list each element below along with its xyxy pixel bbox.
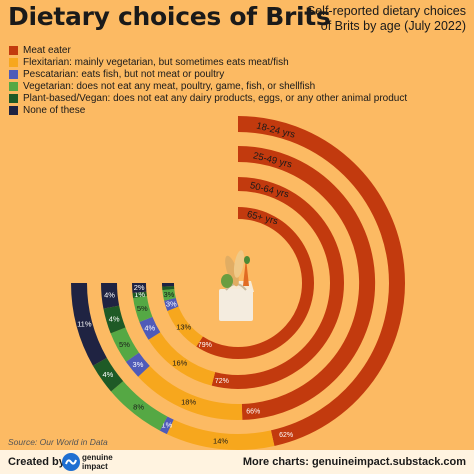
ring-label: 65+ yrs — [246, 209, 279, 227]
ring-segment-meat-eater — [211, 177, 344, 389]
data-label-flexitarian: 18% — [181, 398, 196, 407]
ring-segment-pescatarian — [125, 352, 150, 377]
chart-subtitle: Self-reported dietary choices of Brits b… — [306, 4, 466, 33]
ring-segment-plant-based — [103, 305, 126, 334]
more-charts-link[interactable]: More charts: genuineimpact.substack.com — [242, 456, 466, 468]
data-label-flexitarian: 14% — [213, 437, 228, 446]
data-label-plant-based: 4% — [109, 314, 120, 323]
chart-title: Dietary choices of Brits — [8, 2, 331, 31]
ring-segment-pescatarian — [164, 297, 179, 311]
legend-swatch-pescatarian — [9, 69, 18, 79]
ring-segment-meat-eater — [196, 207, 314, 359]
data-label-flexitarian: 16% — [172, 359, 187, 368]
data-label-plant-based: 4% — [102, 370, 113, 379]
legend-swatch-meat-eater — [9, 45, 18, 55]
legend-swatch-vegetarian — [9, 81, 18, 91]
genuine-impact-logo-icon — [62, 453, 80, 471]
ring-segment-none — [100, 282, 120, 309]
legend-label: Plant-based/Vegan: does not eat any dair… — [23, 92, 408, 104]
created-by-label: Created by — [8, 456, 65, 468]
data-label-pescatarian: 3% — [166, 300, 177, 309]
ring-segment-vegetarian — [111, 380, 168, 431]
ring-segment-none — [71, 282, 107, 366]
data-label-none: 4% — [104, 291, 115, 300]
data-label-vegetarian: 5% — [119, 340, 130, 349]
ring-segment-flexitarian — [138, 365, 243, 420]
ring-segment-plant-based — [92, 357, 124, 392]
legend-swatch-plant-based — [9, 93, 18, 103]
legend-item-plant-based: Plant-based/Vegan: does not eat any dair… — [9, 92, 407, 104]
brand-line: impact — [82, 462, 108, 471]
data-label-vegetarian: 5% — [137, 304, 148, 313]
legend-label: Meat eater — [23, 44, 71, 56]
source-note: Source: Our World in Data — [8, 437, 108, 447]
legend-label: Pescatarian: eats fish, but not meat or … — [23, 68, 225, 80]
data-label-pescatarian: 1% — [162, 421, 173, 430]
legend: Meat eater Flexitarian: mainly vegetaria… — [9, 44, 407, 116]
ring-segment-flexitarian — [167, 306, 204, 347]
ring-segment-meat-eater — [237, 146, 376, 420]
brand-line: genuine — [82, 453, 113, 462]
legend-swatch-flexitarian — [9, 57, 18, 67]
ring-segment-vegetarian — [133, 295, 153, 323]
legend-label: Vegetarian: does not eat any meat, poult… — [23, 80, 316, 92]
ring-segment-vegetarian — [110, 327, 140, 362]
ring-segment-flexitarian — [166, 419, 275, 450]
legend-item-pescatarian: Pescatarian: eats fish, but not meat or … — [9, 68, 407, 80]
ring-segment-vegetarian — [162, 288, 176, 301]
legend-label: Flexitarian: mainly vegetarian, but some… — [23, 56, 289, 68]
data-label-flexitarian: 13% — [176, 323, 191, 332]
legend-item-none: None of these — [9, 104, 407, 116]
data-label-meat-eater: 79% — [198, 342, 212, 349]
data-label-plant-based: 1% — [134, 290, 145, 299]
brand-name: genuine impact — [82, 453, 113, 471]
data-label-meat-eater: 66% — [246, 409, 260, 416]
grocery-bag-icon — [219, 250, 254, 321]
data-label-pescatarian: 4% — [144, 323, 155, 332]
data-label-vegetarian: 8% — [133, 403, 144, 412]
ring-segment-flexitarian — [148, 332, 216, 386]
data-label-meat-eater: 62% — [279, 432, 293, 439]
legend-swatch-none — [9, 105, 18, 115]
data-label-none: 11% — [77, 319, 92, 328]
ring-segment-pescatarian — [139, 316, 161, 340]
ring-segment-plant-based — [132, 291, 147, 298]
legend-item-meat-eater: Meat eater — [9, 44, 407, 56]
legend-label: None of these — [23, 104, 86, 116]
legend-item-flexitarian: Flexitarian: mainly vegetarian, but some… — [9, 56, 407, 68]
data-label-pescatarian: 3% — [133, 360, 144, 369]
ring-segment-pescatarian — [159, 416, 174, 435]
legend-item-vegetarian: Vegetarian: does not eat any meat, poult… — [9, 80, 407, 92]
data-label-none: 2% — [134, 283, 145, 292]
data-label-meat-eater: 72% — [215, 378, 229, 385]
data-label-vegetarian: 3% — [164, 290, 175, 299]
footer: Created by genuine impact More charts: g… — [0, 450, 474, 474]
ring-segment-meat-eater — [237, 116, 405, 446]
